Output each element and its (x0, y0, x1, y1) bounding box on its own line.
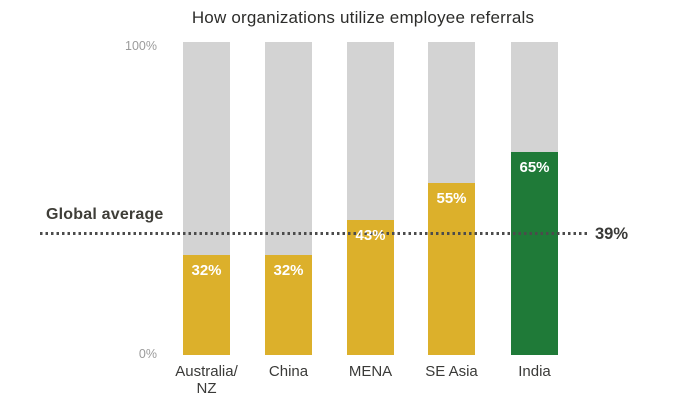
bar-fill-2: 43% (347, 220, 394, 355)
bar-value-label: 65% (519, 159, 550, 176)
bar-value-label: 55% (436, 190, 467, 207)
chart-title: How organizations utilize employee refer… (191, 8, 535, 27)
global-average-label: Global average (46, 206, 164, 223)
y-axis-tick-0: 0% (138, 347, 157, 361)
bar-value-label: 43% (355, 227, 386, 244)
bar-fill-3: 55% (428, 183, 475, 355)
bar-remainder-1: 32% (265, 42, 312, 355)
global-average-line (40, 232, 587, 235)
bar-remainder-2: 43% (347, 42, 394, 355)
bar-value-label: 32% (273, 262, 304, 279)
bar-fill-0: 32% (183, 255, 230, 355)
bar-remainder-4: 65% (511, 42, 558, 355)
global-average-value: 39% (595, 225, 629, 243)
bar-fill-4: 65% (511, 152, 558, 355)
category-label: China (268, 363, 309, 380)
category-label: MENA (348, 363, 393, 380)
category-label: SE Asia (425, 363, 478, 380)
category-label: India (518, 363, 551, 380)
y-axis-tick-100: 100% (125, 39, 157, 53)
category-label: Australia/ NZ (175, 363, 238, 397)
bar-remainder-0: 32% (183, 42, 230, 355)
bar-value-label: 32% (191, 262, 222, 279)
bar-remainder-3: 55% (428, 42, 475, 355)
bar-fill-1: 32% (265, 255, 312, 355)
